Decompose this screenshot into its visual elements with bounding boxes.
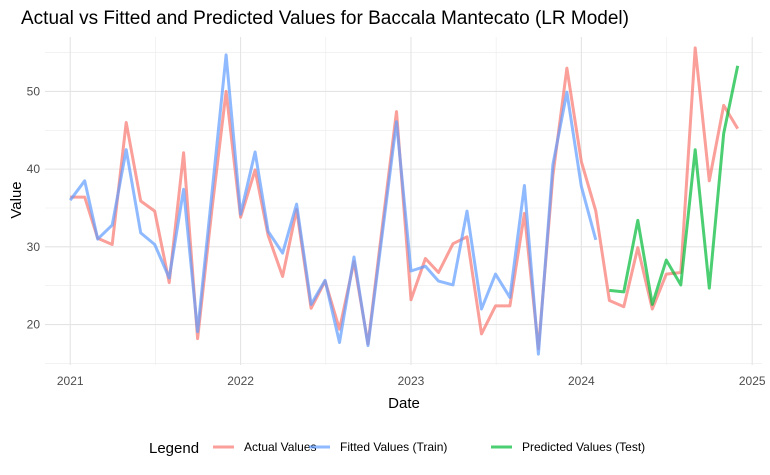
legend-item: Actual Values — [213, 440, 317, 454]
legend: Legend Actual Values Fitted Values (Train… — [149, 440, 645, 457]
legend-label: Fitted Values (Train) — [340, 440, 447, 454]
y-tick-label: 20 — [27, 318, 41, 332]
y-tick-label: 30 — [27, 240, 41, 254]
x-tick-label: 2022 — [227, 374, 254, 388]
x-tick-label: 2023 — [398, 374, 425, 388]
chart-title: Actual vs Fitted and Predicted Values fo… — [21, 8, 629, 29]
y-tick-label: 40 — [27, 162, 41, 176]
x-tick-label: 2024 — [568, 374, 595, 388]
series-line-predicted-values-test — [609, 65, 740, 306]
legend-label: Predicted Values (Test) — [522, 440, 645, 454]
x-tick-label: 2025 — [739, 374, 766, 388]
x-axis-title: Date — [388, 395, 420, 412]
axis-ticks: 2021 2022 2023 2024 2025 20 30 40 50 — [27, 84, 766, 388]
legend-label: Actual Values — [244, 440, 317, 454]
grid — [45, 37, 762, 365]
y-tick-label: 50 — [27, 84, 41, 98]
series-line-fitted-values-train — [68, 53, 598, 356]
legend-item: Predicted Values (Test) — [491, 440, 645, 454]
legend-item: Fitted Values (Train) — [309, 440, 447, 454]
y-axis-title: Value — [8, 181, 25, 218]
legend-title: Legend — [149, 440, 199, 457]
series-lines — [68, 46, 740, 356]
x-tick-label: 2021 — [57, 374, 84, 388]
legend-items: Actual Values Fitted Values (Train) Predic… — [213, 440, 645, 454]
